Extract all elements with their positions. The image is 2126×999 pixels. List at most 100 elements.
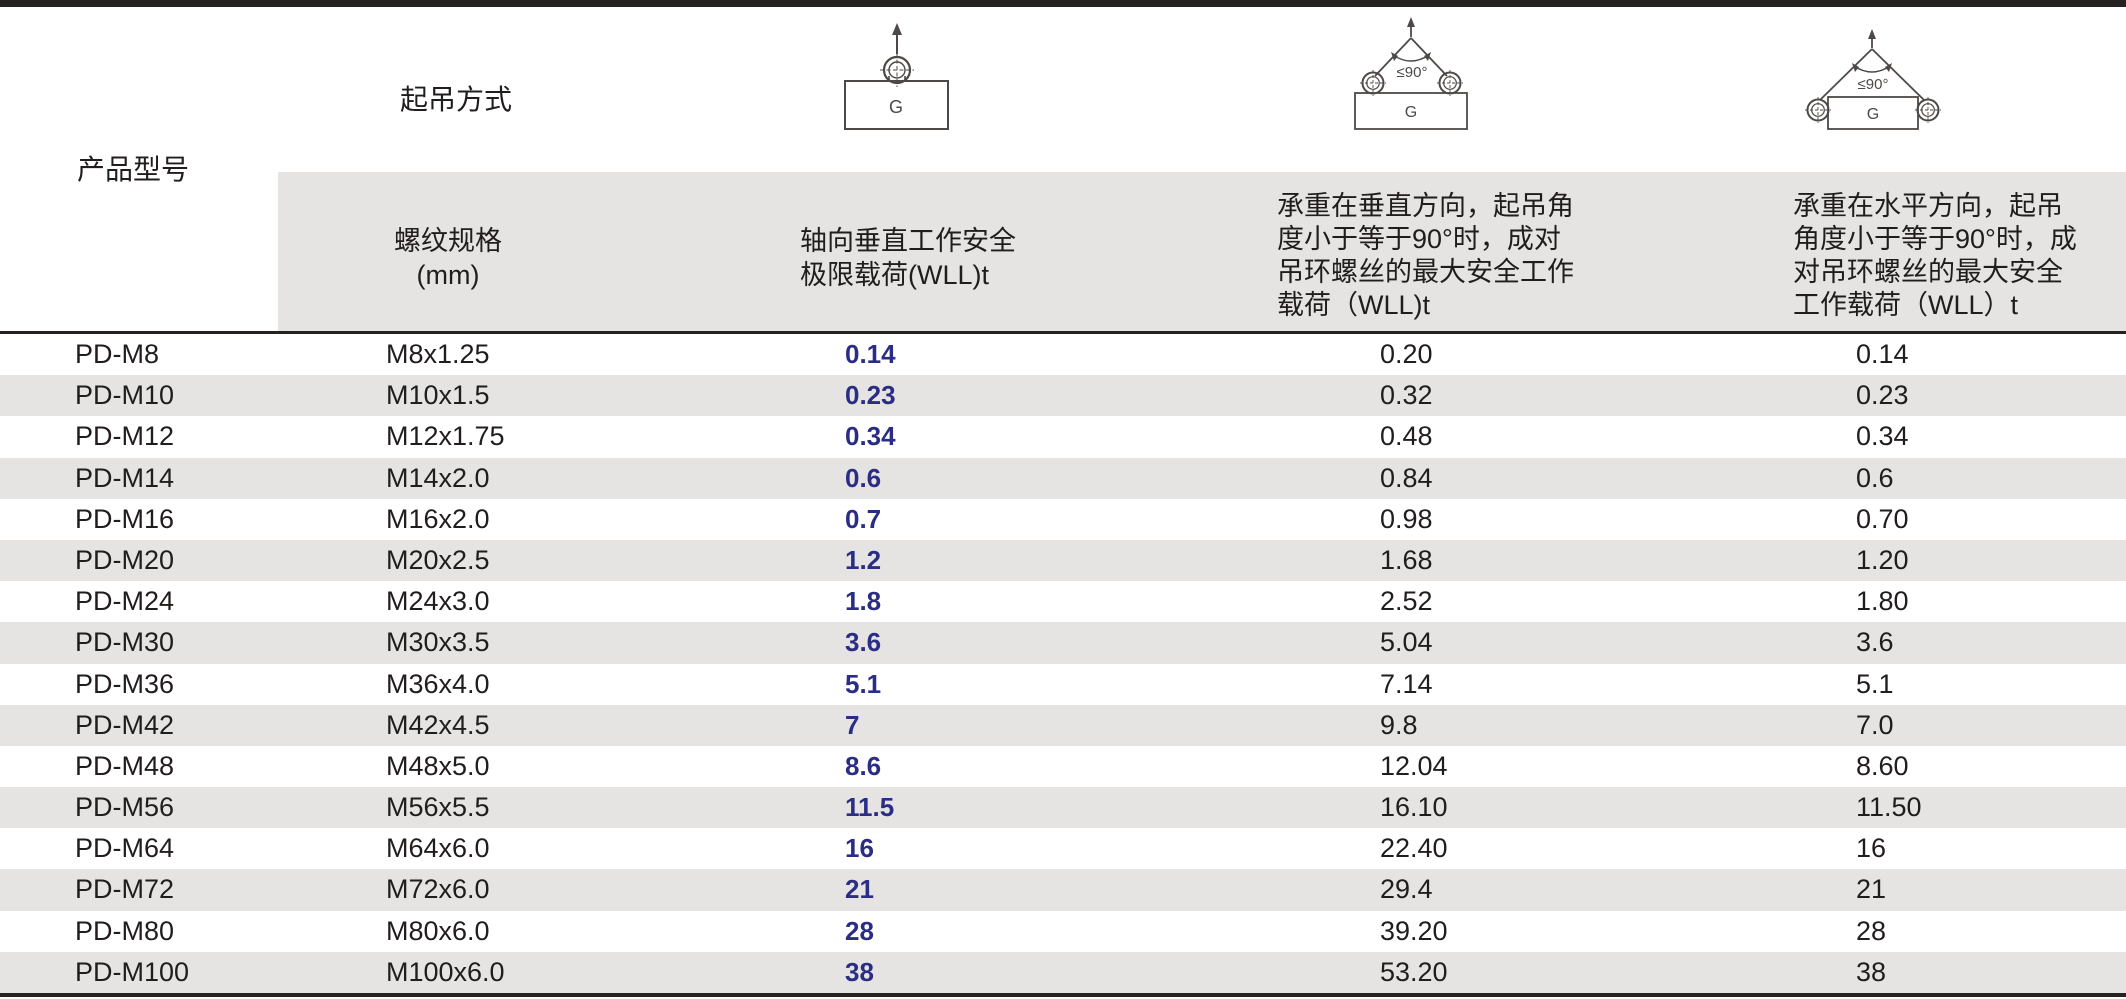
horizontal-pair-wll-cell: 1.80	[1856, 586, 1909, 617]
model-cell: PD-M12	[75, 421, 175, 452]
sling-line	[1819, 48, 1873, 101]
table-row: PD-M100 M100x6.0 38 53.20 38	[0, 951, 2126, 993]
vertical-pair-wll-cell: 1.68	[1380, 544, 1433, 575]
table-row: PD-M12 M12x1.75 0.34 0.48 0.34	[0, 416, 2126, 457]
eye-ring-icon	[1360, 70, 1386, 96]
thread-cell: M14x2.0	[386, 462, 490, 493]
pair-horizontal-lift-diagram: ≤90° G	[1805, 29, 1941, 130]
load-label: G	[1405, 104, 1417, 121]
model-cell: PD-M16	[75, 503, 175, 534]
thread-cell: M36x4.0	[386, 668, 490, 699]
axial-wll-cell: 38	[845, 956, 874, 987]
eye-ring-icon	[1805, 97, 1831, 123]
horizontal-pair-wll-cell: 16	[1856, 833, 1887, 864]
table-row: PD-M30 M30x3.5 3.6 5.04 3.6	[0, 622, 2126, 664]
axial-wll-cell: 5.1	[845, 668, 882, 699]
axial-wll-cell: 11.5	[845, 792, 895, 823]
vertical-pair-wll-cell: 0.20	[1380, 339, 1433, 369]
horizontal-pair-wll-cell: 21	[1856, 874, 1887, 905]
top-rule	[0, 0, 2126, 7]
model-cell: PD-M10	[75, 380, 175, 411]
model-cell: PD-M8	[75, 339, 160, 369]
table-row: PD-M42 M42x4.5 7 9.8 7.0	[0, 704, 2126, 746]
horizontal-pair-wll-cell: 3.6	[1856, 627, 1894, 658]
horizontal-pair-wll-cell: 0.6	[1856, 462, 1894, 493]
angle-label: ≤90°	[1397, 64, 1428, 81]
model-cell: PD-M24	[75, 586, 175, 617]
thread-cell: M30x3.5	[386, 627, 490, 658]
load-box	[1354, 92, 1468, 130]
thread-cell: M100x6.0	[386, 956, 505, 987]
model-cell: PD-M30	[75, 627, 175, 658]
model-cell: PD-M80	[75, 915, 175, 946]
thread-cell: M20x2.5	[386, 544, 490, 575]
model-cell: PD-M72	[75, 874, 175, 905]
table-row: PD-M14 M14x2.0 0.6 0.84 0.6	[0, 457, 2126, 499]
load-label: G	[1867, 106, 1879, 123]
angle-arc-arrow-icon	[1852, 63, 1859, 72]
angle-arc-arrow-icon	[1885, 63, 1892, 72]
angle-label: ≤90°	[1858, 76, 1889, 93]
vertical-pair-wll-cell: 16.10	[1380, 792, 1448, 823]
vertical-pair-wll-cell: 22.40	[1380, 833, 1448, 864]
horizontal-pair-wll-cell: 28	[1856, 915, 1887, 946]
axial-wll-cell: 0.34	[845, 421, 896, 452]
bottom-rule	[0, 993, 2126, 997]
axial-wll-cell: 1.2	[845, 544, 882, 575]
eye-ring-icon	[1437, 70, 1463, 96]
table-body: PD-M8 M8x1.25 0.14 0.20 0.14 PD-M10 M10x1.5 0.2…	[0, 334, 2126, 993]
table-row: PD-M64 M64x6.0 16 22.40 16	[0, 828, 2126, 869]
model-cell: PD-M48	[75, 750, 175, 781]
vertical-pair-wll-cell: 0.32	[1380, 380, 1433, 411]
vertical-pair-wll-cell: 0.48	[1380, 421, 1433, 452]
load-box	[844, 80, 949, 130]
vertical-pair-wll-cell: 7.14	[1380, 668, 1433, 699]
thread-spec-column-header: 螺纹规格 (mm)	[394, 226, 502, 290]
axial-wll-cell: 16	[845, 833, 874, 864]
vertical-pair-wll-cell: 0.98	[1380, 503, 1433, 534]
axial-wll-cell: 0.14	[845, 339, 896, 369]
horizontal-pair-wll-column-header: 承重在水平方向，起吊 角度小于等于90°时，成 对吊环螺丝的最大安全 工作载荷（…	[1793, 191, 2077, 320]
horizontal-pair-wll-cell: 0.23	[1856, 380, 1909, 411]
model-cell: PD-M42	[75, 709, 175, 740]
thread-cell: M8x1.25	[386, 339, 490, 369]
load-label: G	[889, 97, 903, 117]
angle-arc-icon	[1392, 54, 1430, 62]
thread-cell: M80x6.0	[386, 915, 490, 946]
thread-cell: M64x6.0	[386, 833, 490, 864]
header-separator-rule	[0, 331, 2126, 334]
horizontal-pair-wll-cell: 0.70	[1856, 503, 1909, 534]
lift-arrow-head-icon	[1868, 29, 1876, 39]
axial-wll-cell: 8.6	[845, 750, 882, 781]
vertical-pair-wll-cell: 29.4	[1380, 874, 1433, 905]
axial-wll-cell: 21	[845, 874, 874, 905]
horizontal-pair-wll-cell: 38	[1856, 956, 1887, 987]
lifting-method-label: 起吊方式	[400, 84, 513, 115]
thread-cell: M12x1.75	[386, 421, 505, 452]
thread-cell: M48x5.0	[386, 750, 490, 781]
model-cell: PD-M14	[75, 462, 175, 493]
thread-cell: M10x1.5	[386, 380, 490, 411]
table-row: PD-M10 M10x1.5 0.23 0.32 0.23	[0, 375, 2126, 417]
axial-wll-cell: 0.6	[845, 462, 882, 493]
horizontal-pair-wll-cell: 0.14	[1856, 339, 1909, 369]
horizontal-pair-wll-cell: 0.34	[1856, 421, 1909, 452]
sling-line	[1871, 48, 1925, 101]
table-row: PD-M48 M48x5.0 8.6 12.04 8.60	[0, 746, 2126, 787]
thread-cell: M56x5.5	[386, 792, 490, 823]
load-box	[1827, 96, 1919, 130]
lift-arrow-head-icon	[892, 23, 902, 35]
header-band	[278, 172, 2126, 331]
vertical-pair-wll-cell: 5.04	[1380, 627, 1433, 658]
table-row: PD-M16 M16x2.0 0.7 0.98 0.70	[0, 499, 2126, 540]
table-row: PD-M24 M24x3.0 1.8 2.52 1.80	[0, 581, 2126, 622]
model-cell: PD-M36	[75, 668, 175, 699]
axial-wll-column-header: 轴向垂直工作安全 极限载荷(WLL)t	[800, 226, 1016, 290]
horizontal-pair-wll-cell: 11.50	[1856, 792, 1922, 823]
thread-cell: M24x3.0	[386, 586, 490, 617]
table-row: PD-M80 M80x6.0 28 39.20 28	[0, 911, 2126, 952]
axial-wll-cell: 28	[845, 915, 874, 946]
vertical-pair-wll-cell: 39.20	[1380, 915, 1448, 946]
table-row: PD-M72 M72x6.0 21 29.4 21	[0, 869, 2126, 911]
